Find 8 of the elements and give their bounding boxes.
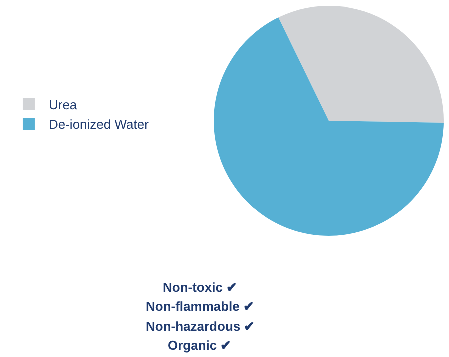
legend-label: De-ionized Water: [48, 117, 150, 132]
text: Non-flammable ✔: [146, 299, 255, 314]
text: Non-toxic ✔: [163, 280, 238, 295]
legend-label: Urea: [48, 97, 78, 112]
pie-slice: [214, 18, 444, 236]
pie-slice: [278, 6, 444, 124]
text: Non-hazardous ✔: [146, 319, 256, 334]
text: Organic ✔: [168, 338, 232, 353]
